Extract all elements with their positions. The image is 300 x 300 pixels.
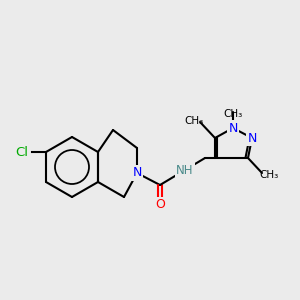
Text: CH₃: CH₃ [224,109,243,119]
Text: Cl: Cl [16,146,28,158]
Text: N: N [247,131,257,145]
Text: O: O [155,199,165,212]
Text: CH₃: CH₃ [260,170,279,180]
Text: N: N [132,167,142,179]
Text: CH₃: CH₃ [184,116,204,126]
Text: N: N [228,122,238,134]
Text: NH: NH [176,164,194,176]
